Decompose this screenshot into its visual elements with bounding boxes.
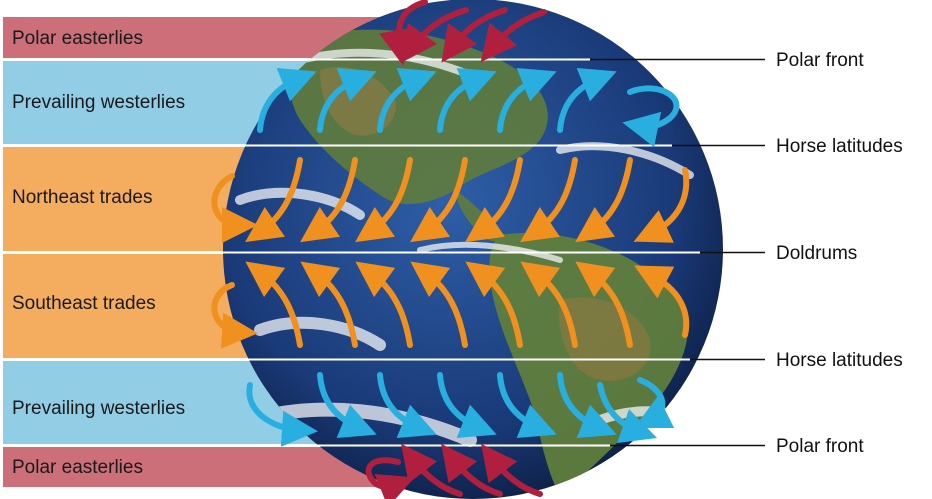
- label-polar-easterlies-south: Polar easterlies: [12, 457, 143, 478]
- label-prevailing-westerlies-north: Prevailing westerlies: [12, 92, 185, 113]
- label-southeast-trades: Southeast trades: [12, 293, 156, 314]
- westerlies-north-arrows: [257, 67, 680, 148]
- label-doldrums: Doldrums: [776, 243, 857, 264]
- label-prevailing-westerlies-south: Prevailing westerlies: [12, 398, 185, 419]
- wind-arrows: [211, 0, 690, 499]
- band-labels: Polar easterlies Prevailing westerlies N…: [12, 28, 185, 478]
- label-polar-front-north: Polar front: [776, 50, 864, 71]
- label-horse-latitudes-south: Horse latitudes: [776, 350, 903, 371]
- label-polar-front-south: Polar front: [776, 436, 864, 457]
- westerlies-south-arrows: [246, 372, 675, 447]
- polar-easterlies-north-arrows: [379, 0, 547, 66]
- northeast-trades-arrows: [211, 157, 690, 243]
- label-horse-latitudes-north: Horse latitudes: [776, 136, 903, 157]
- boundary-labels: Polar front Horse latitudes Doldrums Hor…: [776, 50, 903, 457]
- polar-easterlies-south-arrows: [365, 443, 543, 499]
- boundary-leaders: [590, 58, 765, 447]
- southeast-trades-arrows: [211, 261, 690, 349]
- label-northeast-trades: Northeast trades: [12, 187, 152, 208]
- label-polar-easterlies-north: Polar easterlies: [12, 28, 143, 49]
